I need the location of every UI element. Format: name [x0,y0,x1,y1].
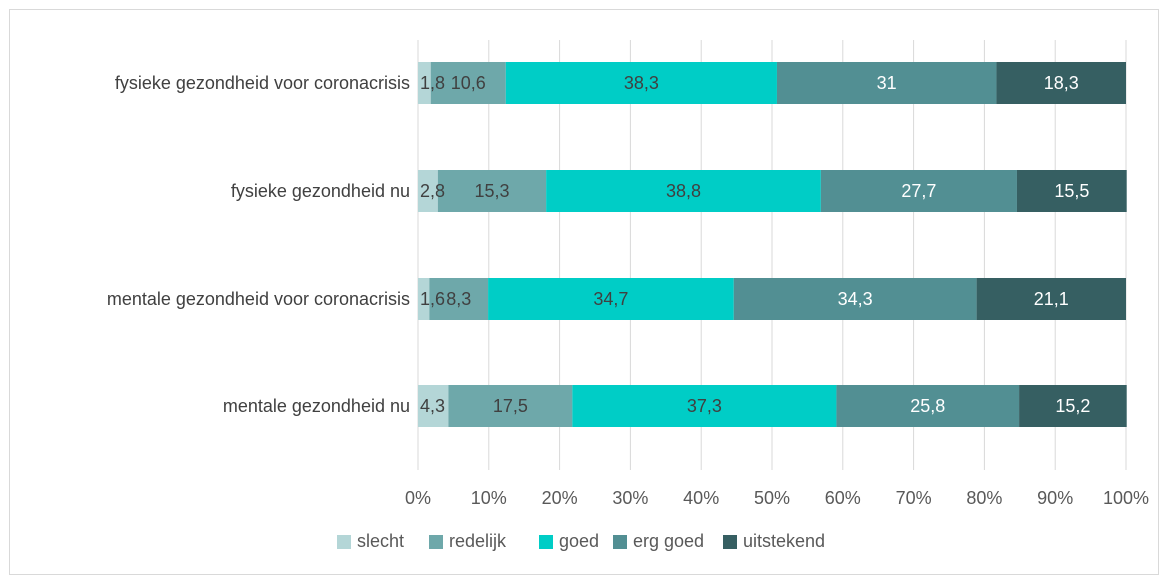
data-label: 17,5 [493,396,528,416]
x-tick-label: 90% [1037,488,1073,508]
data-label: 1,6 [420,289,445,309]
category-label: mentale gezondheid nu [223,396,410,416]
x-tick-label: 80% [966,488,1002,508]
bar-segment [430,62,506,104]
x-tick-label: 100% [1103,488,1149,508]
bar-segment [976,278,1126,320]
bar-segment [1019,385,1127,427]
data-label: 38,3 [624,73,659,93]
legend-label: erg goed [633,531,704,551]
data-label: 8,3 [446,289,471,309]
x-tick-label: 20% [542,488,578,508]
bar-segment [1016,170,1127,212]
data-label: 21,1 [1034,289,1069,309]
legend: slecht redelijk goed erg goed uitstekend [337,531,825,551]
category-label: mentale gezondheid voor coronacrisis [107,289,410,309]
bar-segment [448,385,573,427]
x-tick-label: 0% [405,488,431,508]
x-tick-label: 50% [754,488,790,508]
bar-segment [437,170,547,212]
bar-segment [418,278,430,320]
bar-segment [488,278,734,320]
category-labels: fysieke gezondheid voor coronacrisis fysi… [107,73,410,416]
data-label: 2,8 [420,181,445,201]
bar-segment [429,278,489,320]
data-label: 10,6 [451,73,486,93]
legend-label: slecht [357,531,404,551]
legend-swatch [723,535,737,549]
data-label: 34,7 [593,289,628,309]
bar-segment [418,385,449,427]
data-label: 15,5 [1054,181,1089,201]
x-axis-ticks: 0% 10% 20% 30% 40% 50% 60% 70% 80% 90% 100% [405,488,1149,508]
bar-segment [836,385,1020,427]
data-label: 34,3 [838,289,873,309]
data-labels: 1,8 10,6 38,3 31 18,3 2,8 15,3 38,8 27,7 15,5 1,6 8… [420,73,1090,416]
data-label: 31 [877,73,897,93]
data-label: 25,8 [910,396,945,416]
data-label: 18,3 [1044,73,1079,93]
legend-label: goed [559,531,599,551]
data-label: 4,3 [420,396,445,416]
data-label: 27,7 [901,181,936,201]
x-tick-label: 60% [825,488,861,508]
data-label: 15,2 [1055,396,1090,416]
legend-label: redelijk [449,531,507,551]
data-label: 15,3 [474,181,509,201]
bar-segment [418,170,438,212]
x-tick-label: 70% [896,488,932,508]
bars [418,62,1127,427]
chart-area: 1,8 10,6 38,3 31 18,3 2,8 15,3 38,8 27,7 15,5 1,6 8… [9,9,1159,575]
bar-segment [996,62,1126,104]
stacked-bar-chart: 1,8 10,6 38,3 31 18,32,8 15,3 38,8 27,7 15,51,6 8… [107,40,1149,551]
bar-segment [572,385,837,427]
legend-swatch [613,535,627,549]
data-label: 38,8 [666,181,701,201]
x-tick-label: 40% [683,488,719,508]
x-tick-label: 10% [471,488,507,508]
x-tick-label: 30% [612,488,648,508]
bar-segment [418,62,431,104]
legend-swatch [539,535,553,549]
bar-segment [820,170,1017,212]
data-label: 37,3 [687,396,722,416]
bar-segment [776,62,997,104]
legend-label: uitstekend [743,531,825,551]
legend-swatch [337,535,351,549]
category-label: fysieke gezondheid nu [231,181,410,201]
bar-segment [505,62,777,104]
legend-swatch [429,535,443,549]
category-label: fysieke gezondheid voor coronacrisis [115,73,410,93]
bar-segment [733,278,977,320]
data-label: 1,8 [420,73,445,93]
bar-segment [546,170,821,212]
